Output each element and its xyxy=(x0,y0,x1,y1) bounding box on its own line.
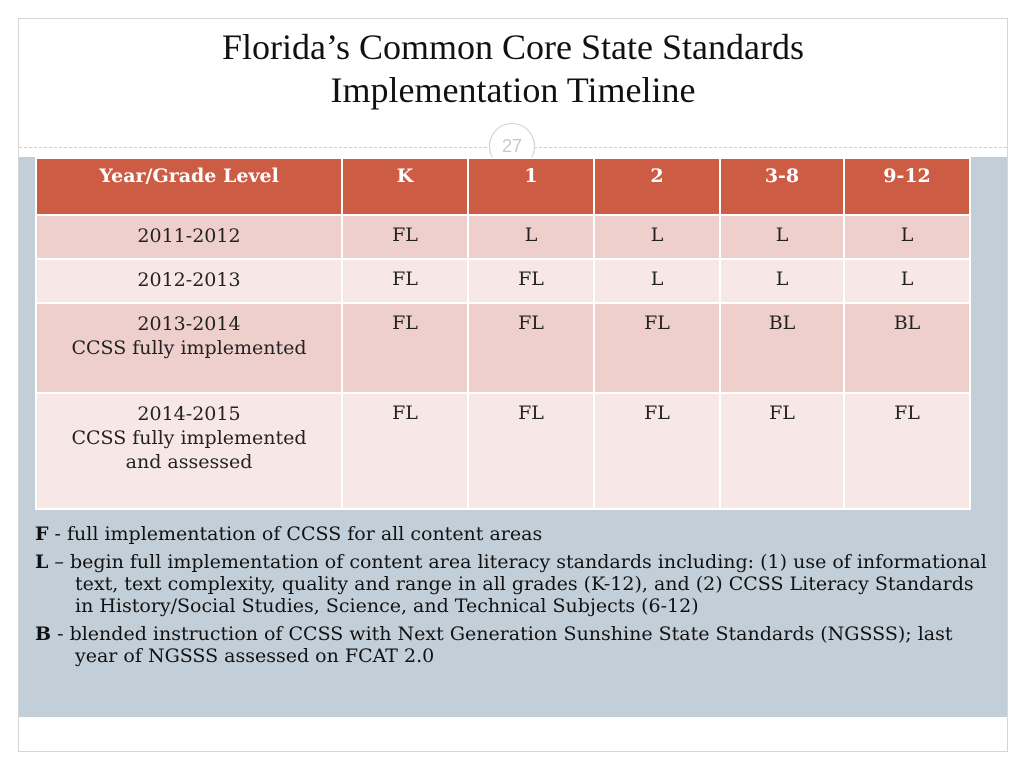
header-year-grade: Year/Grade Level xyxy=(35,157,343,216)
cell-grade-9-12: L xyxy=(843,214,971,260)
legend-text: blended instruction of CCSS with Next Ge… xyxy=(69,623,953,667)
legend: F - full implementation of CCSS for all … xyxy=(35,523,995,673)
slide-title: Florida’s Common Core State Standards Im… xyxy=(19,19,1007,149)
header-k: K xyxy=(341,157,469,216)
year-label: 2013-2014 xyxy=(137,313,241,335)
header-grade-2: 2 xyxy=(593,157,721,216)
cell-grade-9-12: L xyxy=(843,258,971,304)
year-note-2: and assessed xyxy=(125,451,253,473)
row-year-cell: 2014-2015 CCSS fully implemented and ass… xyxy=(35,392,343,510)
cell-grade-1: L xyxy=(467,214,595,260)
legend-text: begin full implementation of content are… xyxy=(69,551,987,617)
cell-k: FL xyxy=(341,302,469,394)
cell-grade-1: FL xyxy=(467,302,595,394)
legend-key: L xyxy=(35,551,49,573)
row-year-cell: 2012-2013 xyxy=(35,258,343,304)
legend-text: full implementation of CCSS for all cont… xyxy=(67,523,543,545)
cell-grade-9-12: BL xyxy=(843,302,971,394)
table-row: 2011-2012 FL L L L L xyxy=(35,214,971,260)
cell-grade-9-12: FL xyxy=(843,392,971,510)
legend-sep: - xyxy=(51,623,70,645)
content-panel: Year/Grade Level K 1 2 3-8 9-12 2011-201… xyxy=(19,157,1007,717)
cell-grade-1: FL xyxy=(467,258,595,304)
header-grade-9-12: 9-12 xyxy=(843,157,971,216)
header-grade-1: 1 xyxy=(467,157,595,216)
cell-grade-2: FL xyxy=(593,302,721,394)
slide: Florida’s Common Core State Standards Im… xyxy=(18,18,1008,752)
cell-grade-3-8: BL xyxy=(719,302,845,394)
cell-k: FL xyxy=(341,214,469,260)
title-line-1: Florida’s Common Core State Standards xyxy=(222,27,804,67)
header-grade-3-8: 3-8 xyxy=(719,157,845,216)
cell-grade-2: L xyxy=(593,214,721,260)
table-row: 2012-2013 FL FL L L L xyxy=(35,258,971,304)
legend-item-l: L – begin full implementation of content… xyxy=(35,551,995,617)
year-note: CCSS fully implemented xyxy=(71,337,307,359)
row-year-cell: 2011-2012 xyxy=(35,214,343,260)
timeline-table: Year/Grade Level K 1 2 3-8 9-12 2011-201… xyxy=(35,157,971,510)
legend-item-f: F - full implementation of CCSS for all … xyxy=(35,523,995,545)
year-label: 2011-2012 xyxy=(137,225,241,247)
cell-k: FL xyxy=(341,392,469,510)
legend-key: F xyxy=(35,523,49,545)
legend-sep: - xyxy=(48,523,67,545)
cell-grade-3-8: L xyxy=(719,258,845,304)
year-note: CCSS fully implemented xyxy=(71,427,307,449)
table-row: 2013-2014 CCSS fully implemented FL FL F… xyxy=(35,302,971,394)
table-row: 2014-2015 CCSS fully implemented and ass… xyxy=(35,392,971,510)
row-year-cell: 2013-2014 CCSS fully implemented xyxy=(35,302,343,394)
year-label: 2012-2013 xyxy=(137,269,241,291)
legend-item-b: B - blended instruction of CCSS with Nex… xyxy=(35,623,995,667)
cell-grade-3-8: L xyxy=(719,214,845,260)
title-line-2: Implementation Timeline xyxy=(330,70,696,110)
legend-key: B xyxy=(35,623,52,645)
year-label: 2014-2015 xyxy=(137,403,241,425)
cell-grade-2: L xyxy=(593,258,721,304)
cell-grade-3-8: FL xyxy=(719,392,845,510)
cell-k: FL xyxy=(341,258,469,304)
legend-sep: – xyxy=(48,551,70,573)
table-header-row: Year/Grade Level K 1 2 3-8 9-12 xyxy=(35,157,971,216)
cell-grade-2: FL xyxy=(593,392,721,510)
cell-grade-1: FL xyxy=(467,392,595,510)
